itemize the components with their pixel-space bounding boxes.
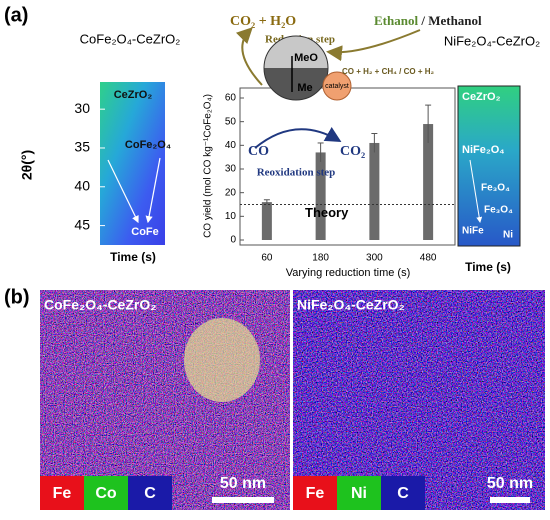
- x-tick-label: 300: [366, 253, 383, 264]
- scheme-text: MeO: [294, 52, 318, 64]
- element-label: Fe: [53, 485, 72, 502]
- panel-label: (b): [4, 286, 30, 308]
- xrd-phase: NiFe: [462, 226, 484, 237]
- scheme-text: Ethanol: [374, 13, 418, 28]
- scheme-text: catalyst: [325, 83, 349, 90]
- bar: [261, 202, 272, 240]
- element-swatch: [293, 476, 337, 510]
- element-label: C: [144, 485, 156, 502]
- xrd-title: CoFe₂O₄-CeZrO₂: [80, 31, 181, 46]
- arrow: [145, 157, 161, 224]
- particle: [263, 35, 329, 101]
- map: [293, 290, 545, 510]
- x-axis-label: Varying reduction time (s): [286, 267, 411, 279]
- arrow: [326, 29, 421, 62]
- y-tick-label: 30: [74, 100, 90, 116]
- scheme-text: CO₂ + H₂O: [230, 14, 296, 29]
- scale-bar: [490, 497, 530, 503]
- scheme-fuel: Ethanol / Methanol: [374, 13, 482, 28]
- element-label: C: [397, 485, 409, 502]
- scheme-text: CO + H₂ + CH₄ / CO + H₂: [342, 67, 434, 76]
- arrow: [469, 159, 483, 223]
- xrd-phase: CeZrO₂: [114, 89, 153, 101]
- xrd-phase: Fe₃O₄: [481, 183, 510, 194]
- element-label: Co: [95, 485, 117, 502]
- panel-label: (a): [4, 4, 28, 26]
- catalyst: [322, 71, 352, 101]
- scale-label: 50 nm: [487, 475, 533, 492]
- y-tick-label: 10: [225, 211, 237, 222]
- map-particle: [184, 318, 260, 402]
- error-bar: [371, 133, 378, 153]
- y-tick-label: 20: [225, 187, 237, 198]
- xrd-xlabel: Time (s): [465, 260, 511, 274]
- y-tick-label: 50: [225, 116, 237, 127]
- element-swatch: [381, 476, 425, 510]
- scheme-text: Methanol: [428, 13, 482, 28]
- scheme-text: Me: [297, 82, 312, 94]
- scheme-text: /: [418, 13, 428, 28]
- y-tick-label: 40: [225, 140, 237, 151]
- scheme-text: CO₂: [340, 144, 365, 159]
- xrd-phase: NiFe₂O₄: [462, 144, 505, 156]
- xrd-phase: CeZrO₂: [462, 91, 501, 103]
- scale-label: 50 nm: [220, 475, 266, 492]
- bar: [369, 142, 380, 240]
- xrd-phase: CoFe: [131, 226, 159, 238]
- error-bar: [317, 142, 324, 162]
- bar: [315, 152, 326, 240]
- bar: [423, 124, 434, 240]
- xrd-title: NiFe₂O₄-CeZrO₂: [444, 33, 540, 48]
- arrow: [254, 127, 342, 149]
- metal: [264, 68, 328, 100]
- element-swatch: [40, 476, 84, 510]
- element-swatch: [128, 476, 172, 510]
- error-bar: [425, 104, 432, 143]
- x-tick-label: 60: [261, 253, 273, 264]
- arrow: [107, 159, 139, 224]
- element-label: Fe: [306, 485, 325, 502]
- oxide: [264, 36, 328, 68]
- x-tick-label: 480: [420, 253, 437, 264]
- xrd-map: [457, 85, 521, 247]
- xrd-phase: CoFe₂O₄: [125, 139, 171, 151]
- element-swatch: [84, 476, 128, 510]
- xrd-phase: Ni: [503, 230, 513, 241]
- y-tick-label: 0: [230, 235, 236, 246]
- scale-bar: [212, 497, 274, 503]
- scheme-text: CO: [248, 144, 269, 159]
- map-title: CoFe₂O₄-CeZrO₂: [44, 297, 156, 313]
- element-swatch: [337, 476, 381, 510]
- y-tick-label: 35: [74, 139, 90, 155]
- y-axis-label: CO yield (mol CO kg⁻¹CoFe₂O₄): [203, 94, 214, 238]
- xrd-phase: Fe₃O₄: [484, 205, 513, 216]
- map-title: NiFe₂O₄-CeZrO₂: [297, 297, 405, 313]
- theory-label: Theory: [305, 205, 349, 220]
- y-tick-label: 30: [225, 164, 237, 175]
- arrow: [235, 27, 263, 86]
- error-bar: [263, 199, 270, 205]
- scheme-text: Reoxidation step: [257, 167, 336, 179]
- xrd-ylabel: 2θ(°): [19, 150, 35, 180]
- xrd-xlabel: Time (s): [110, 250, 156, 264]
- y-tick-label: 40: [74, 177, 90, 193]
- y-tick-label: 60: [225, 93, 237, 104]
- y-tick-label: 45: [74, 216, 90, 232]
- x-tick-label: 180: [312, 253, 329, 264]
- map: [40, 290, 290, 510]
- element-label: Ni: [351, 485, 367, 502]
